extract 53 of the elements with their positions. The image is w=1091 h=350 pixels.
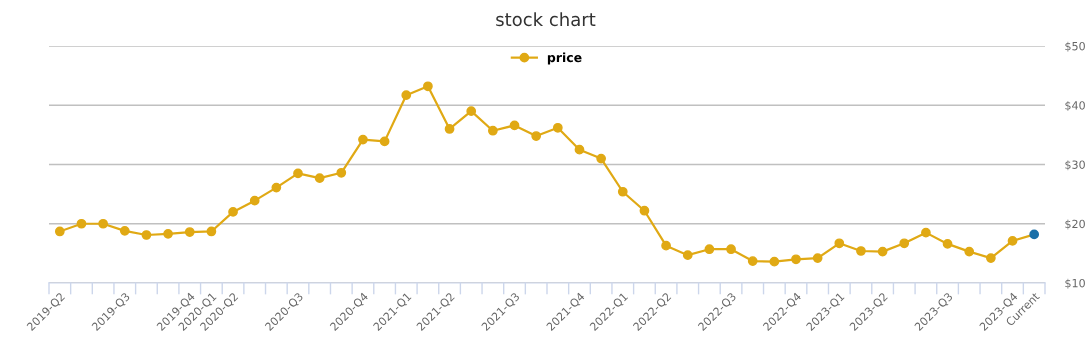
point (791, 254, 801, 265)
point (119, 225, 130, 236)
y-tick-label: $50 (1065, 41, 1085, 52)
point (163, 228, 173, 239)
y-tick-label: $10 (1065, 278, 1085, 289)
point (423, 81, 433, 92)
point (76, 218, 87, 229)
point (466, 106, 477, 117)
point (141, 230, 152, 240)
chart-title: stock chart (496, 12, 596, 27)
point (899, 238, 910, 249)
point (206, 226, 217, 237)
y-tick-label: $30 (1065, 160, 1085, 171)
point (358, 134, 368, 145)
point (747, 256, 758, 266)
point (1007, 236, 1018, 246)
point (639, 205, 650, 216)
point (856, 246, 866, 256)
y-tick-label: $40 (1065, 101, 1085, 112)
point (682, 250, 693, 261)
point (228, 207, 238, 217)
point (942, 239, 953, 249)
point (986, 253, 996, 263)
point (877, 246, 888, 257)
point (704, 244, 715, 255)
point (552, 122, 563, 133)
point (1029, 229, 1040, 240)
point (531, 131, 542, 141)
point (444, 124, 455, 134)
point (488, 125, 498, 136)
point (617, 186, 628, 197)
point (596, 153, 606, 164)
point (921, 227, 931, 238)
point (249, 195, 260, 206)
point (401, 90, 412, 101)
point (98, 218, 108, 229)
point (834, 238, 845, 249)
point (271, 182, 282, 193)
y-tick-label: $20 (1065, 219, 1085, 230)
point (54, 226, 65, 237)
legend-label: price (547, 52, 582, 65)
point (574, 144, 585, 155)
point (336, 167, 347, 178)
point (726, 244, 736, 255)
point (769, 256, 780, 267)
point (379, 136, 390, 147)
point (661, 240, 671, 251)
point (184, 227, 195, 237)
point (964, 246, 975, 257)
point (812, 253, 823, 263)
point (509, 120, 520, 131)
point (314, 173, 325, 183)
point (293, 168, 303, 179)
